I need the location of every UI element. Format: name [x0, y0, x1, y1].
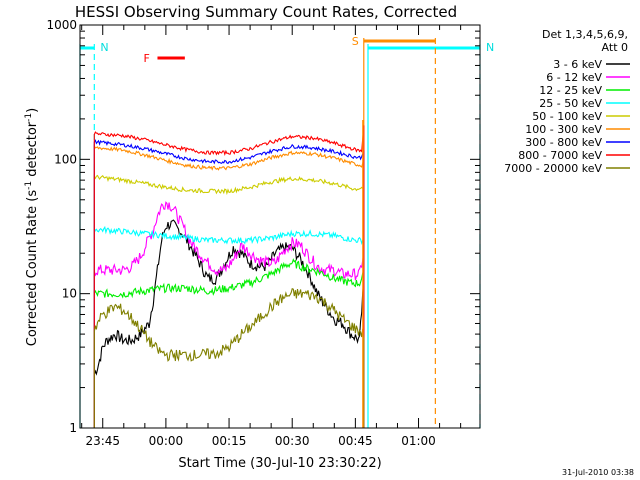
legend-label: 300 - 800 keV [525, 136, 602, 149]
y-tick-label: 1000 [46, 18, 77, 32]
series-line-0 [93, 219, 365, 428]
y-axis-label-end: ) [25, 108, 40, 113]
saa-label: S [352, 35, 359, 48]
legend-label: 100 - 300 keV [525, 123, 602, 136]
chart-title: HESSI Observing Summary Count Rates, Cor… [75, 3, 457, 21]
x-tick-label: 00:15 [212, 434, 247, 448]
y-axis-label-sup2: -1 [24, 113, 34, 122]
flare-label: F [143, 52, 149, 65]
legend-label: 50 - 100 keV [532, 110, 602, 123]
y-axis-label-sup1: -1 [24, 181, 34, 190]
y-tick-label: 1 [69, 421, 77, 435]
legend-label: 3 - 6 keV [553, 58, 602, 71]
series-line-6 [93, 139, 365, 428]
x-tick-label: 00:30 [275, 434, 310, 448]
y-axis-label: Corrected Count Rate (s-1 detector-1) [24, 108, 40, 346]
legend-title-detectors: Det 1,3,4,5,6,9, [542, 28, 628, 41]
y-axis-label-main: Corrected Count Rate (s [25, 190, 40, 347]
x-tick-label: 00:45 [338, 434, 373, 448]
series-line-3 [93, 225, 365, 428]
legend-title-attenuator: Att 0 [602, 41, 628, 54]
series-line-7 [93, 125, 365, 428]
series-line-5 [93, 144, 365, 428]
x-tick-label: 23:45 [85, 434, 120, 448]
series-line-1 [93, 201, 365, 428]
x-tick-label: 01:00 [401, 434, 436, 448]
legend-label: 12 - 25 keV [539, 84, 602, 97]
x-tick-label: 00:00 [149, 434, 184, 448]
legend-label: 7000 - 20000 keV [504, 162, 602, 175]
plot-frame [79, 24, 481, 429]
series-line-4 [93, 174, 365, 428]
legend-label: 800 - 7000 keV [518, 149, 602, 162]
legend-label: 6 - 12 keV [546, 71, 602, 84]
night-period-label: N [486, 41, 494, 54]
legend-label: 25 - 50 keV [539, 97, 602, 110]
night-period-label: N [100, 41, 108, 54]
series-line-2 [93, 258, 365, 428]
y-tick-label: 10 [62, 287, 77, 301]
series-line-8 [93, 287, 365, 428]
plot-timestamp: 31-Jul-2010 03:38 [562, 468, 634, 477]
x-axis-label: Start Time (30-Jul-10 23:30:22) [178, 456, 381, 471]
y-axis-label-mid: detector [25, 121, 40, 181]
y-tick-label: 100 [54, 152, 77, 166]
